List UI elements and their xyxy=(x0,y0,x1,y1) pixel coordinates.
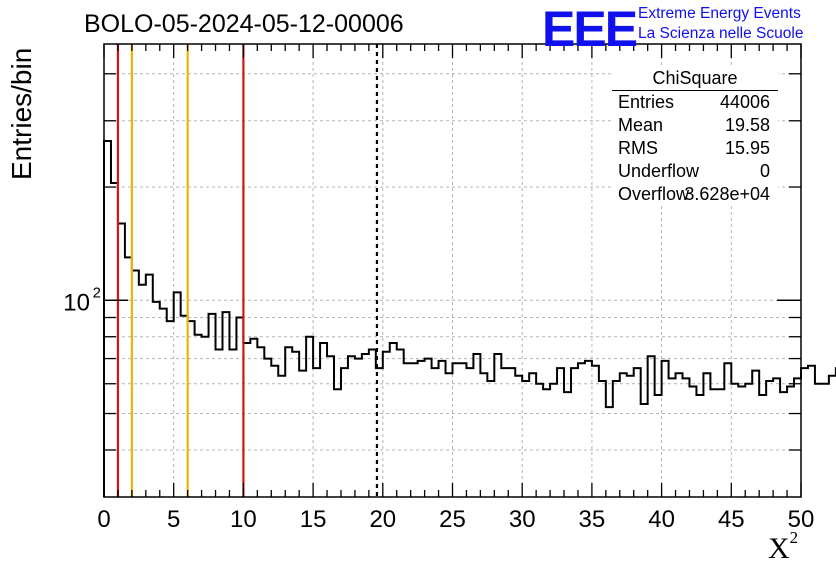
x-tick-label: 25 xyxy=(439,506,466,533)
x-tick-label: 35 xyxy=(579,506,606,533)
x-tick-label: 20 xyxy=(369,506,396,533)
y-tick-label-exponent: 2 xyxy=(93,284,101,301)
stats-row-rms: RMS 15.95 xyxy=(618,138,770,160)
x-axis-label: X2 xyxy=(768,528,798,566)
stats-title-rule xyxy=(612,90,778,91)
eee-logo-line2: La Scienza nelle Scuole xyxy=(638,25,804,42)
x-tick-label: 30 xyxy=(509,506,536,533)
stats-label: Underflow xyxy=(618,161,700,181)
x-tick-label: 5 xyxy=(167,506,180,533)
x-tick-label: 15 xyxy=(300,506,327,533)
stats-title: ChiSquare xyxy=(652,68,738,88)
stats-value: 19.58 xyxy=(724,115,770,135)
stats-value: 15.95 xyxy=(724,138,770,158)
stats-label: Entries xyxy=(618,92,675,112)
y-tick-label: 10 xyxy=(63,289,90,316)
stats-label: RMS xyxy=(618,138,658,158)
x-axis-label-superscript: 2 xyxy=(789,528,799,547)
x-tick-label: 40 xyxy=(648,506,675,533)
stats-row-overflow: Overflow 3.628e+04 xyxy=(618,184,770,206)
stats-label: Overflow xyxy=(618,184,690,204)
stats-label: Mean xyxy=(618,115,664,135)
stats-value: 0 xyxy=(759,161,770,181)
eee-logo: EEE xyxy=(542,1,638,57)
stats-value: 3.628e+04 xyxy=(684,184,770,204)
x-tick-label: 45 xyxy=(718,506,745,533)
x-tick-label: 50 xyxy=(788,506,815,533)
stats-box: ChiSquare Entries 44006 Mean 19.58 RMS 1… xyxy=(612,66,778,206)
x-axis-label-base: X xyxy=(768,532,790,565)
stats-row-underflow: Underflow 0 xyxy=(618,161,770,183)
eee-logo-line1: Extreme Energy Events xyxy=(638,5,801,22)
chart-title: BOLO-05-2024-05-12-00006 xyxy=(84,10,404,38)
histogram-line xyxy=(103,140,836,497)
x-tick-label: 10 xyxy=(230,506,257,533)
y-axis-label: Entries/bin xyxy=(6,47,37,180)
stats-row-entries: Entries 44006 xyxy=(618,92,770,114)
stats-value: 44006 xyxy=(719,92,770,112)
stats-row-mean: Mean 19.58 xyxy=(618,115,770,137)
x-tick-label: 0 xyxy=(97,506,110,533)
